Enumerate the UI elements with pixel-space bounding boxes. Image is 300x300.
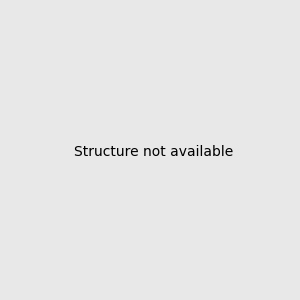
- Text: Structure not available: Structure not available: [74, 145, 233, 158]
